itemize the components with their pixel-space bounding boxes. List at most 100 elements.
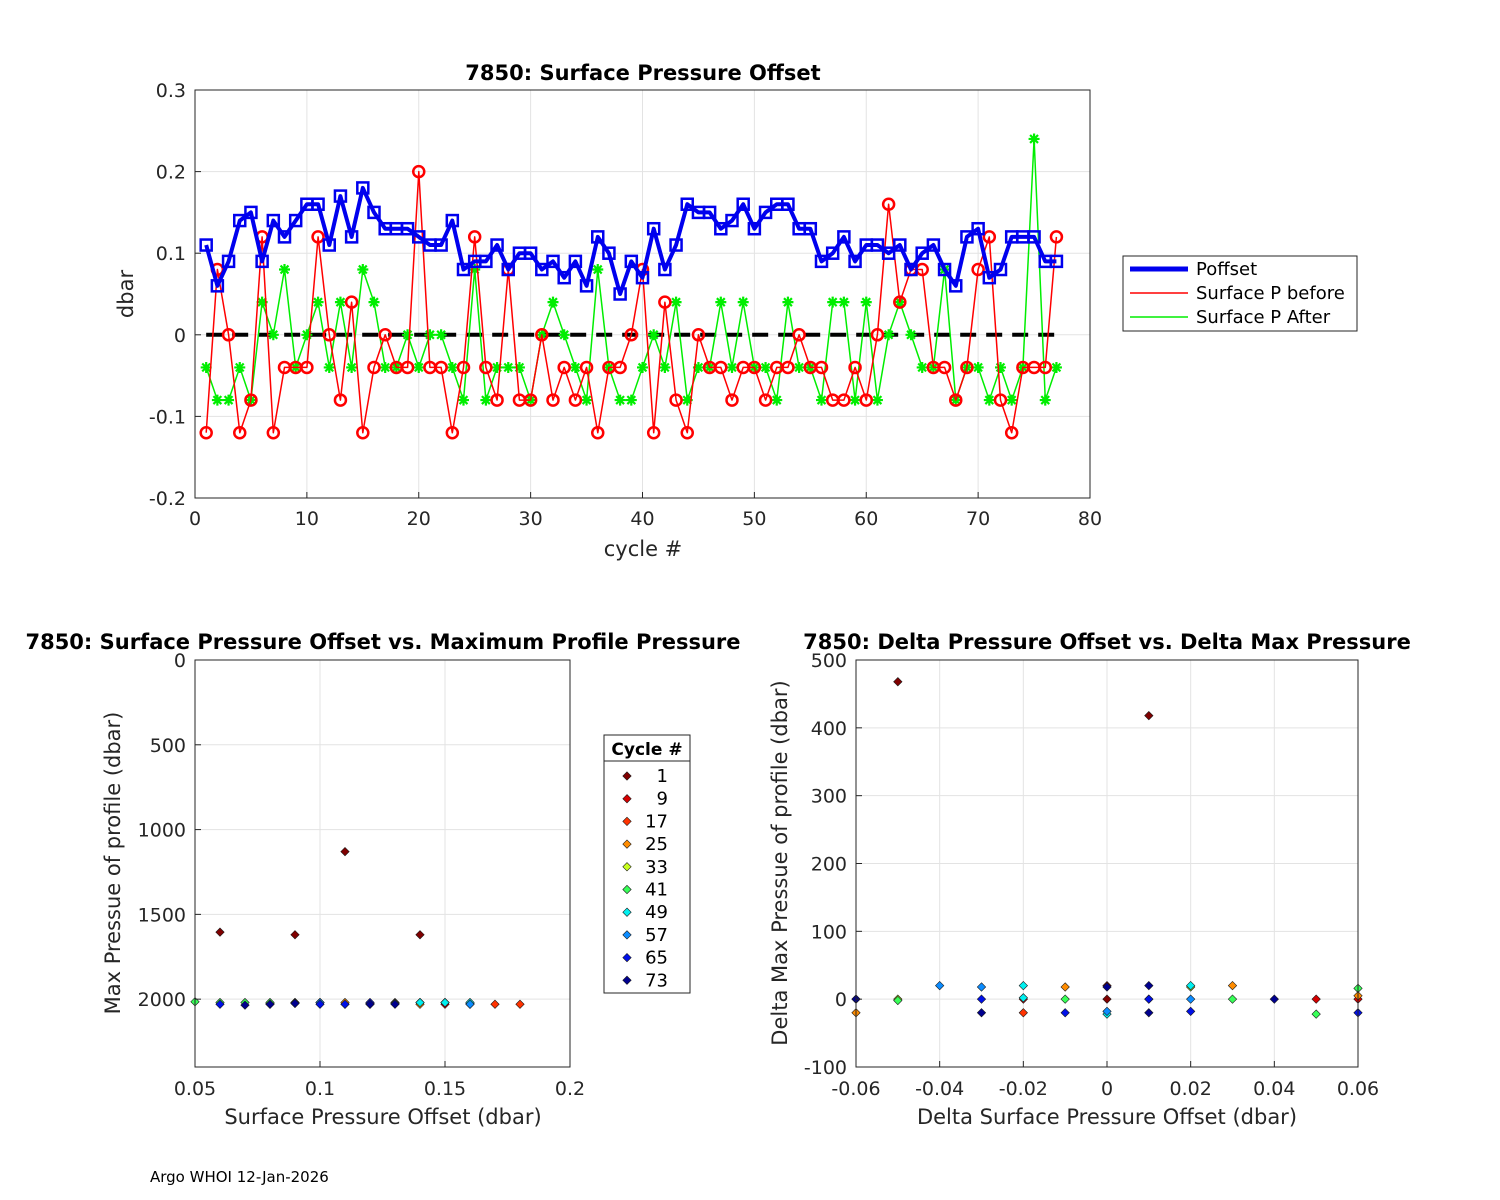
legend-after-label: Surface P After	[1196, 307, 1331, 328]
before-marker	[344, 295, 359, 309]
before-marker	[893, 295, 907, 309]
top-legend: Poffset Surface P before Surface P After	[1122, 255, 1358, 332]
bottom-left-x-tick-label: 0.05	[174, 1078, 216, 1100]
before-marker	[445, 425, 460, 440]
bottom-left-point	[290, 998, 300, 1009]
poffset-marker	[870, 238, 885, 252]
after-marker	[715, 296, 727, 308]
cycle-legend-label: 49	[645, 902, 668, 923]
cycle-legend-title: Cycle #	[611, 740, 682, 760]
after-marker	[737, 296, 749, 308]
cycle-legend-marker	[622, 952, 632, 963]
after-marker	[916, 361, 928, 373]
poffset-marker	[602, 246, 616, 260]
before-marker	[848, 360, 862, 375]
poffset-marker	[803, 221, 818, 236]
before-marker	[591, 425, 605, 440]
before-marker	[1004, 425, 1019, 440]
poffset-marker	[669, 238, 683, 252]
poffset-marker	[613, 287, 627, 301]
after-marker	[838, 296, 850, 308]
bottom-left-y-tick-label: 1500	[138, 904, 186, 926]
poffset-marker	[971, 221, 985, 236]
after-marker	[323, 361, 335, 373]
after-marker	[435, 329, 447, 341]
legend-before-label: Surface P before	[1196, 283, 1345, 304]
poffset-marker	[960, 230, 974, 244]
bottom-left-x-tick-label: 0.15	[424, 1078, 466, 1100]
poffset-marker	[993, 262, 1008, 277]
poffset-marker	[311, 197, 325, 211]
after-marker	[860, 296, 872, 308]
after-marker	[1039, 394, 1051, 406]
poffset-marker	[1027, 230, 1041, 244]
cycle-legend-marker	[622, 862, 632, 872]
bottom-right-point	[1144, 994, 1154, 1004]
after-marker	[312, 296, 324, 308]
top-x-tick-label: 70	[966, 508, 990, 530]
before-marker	[971, 262, 985, 277]
bottom-left-point	[440, 997, 450, 1008]
bottom-right-y-tick-label: 100	[811, 921, 847, 943]
after-marker	[793, 361, 805, 373]
before-marker	[300, 360, 314, 375]
after-marker	[502, 361, 514, 373]
poffset-marker	[814, 254, 829, 269]
poffset-marker	[434, 238, 448, 252]
before-marker	[535, 328, 549, 342]
top-x-ticks: 0 10 20 30 40 50 60 70 80	[189, 492, 1102, 530]
bottom-left-point	[465, 999, 475, 1009]
poffset-marker	[646, 221, 661, 236]
bottom-left-point	[215, 999, 225, 1009]
top-y-ticks: -0.2 -0.1 0 0.1 0.2 0.3	[149, 80, 201, 510]
poffset-marker	[367, 205, 381, 220]
poffset-marker	[490, 238, 504, 252]
after-marker	[983, 394, 995, 406]
top-chart-title: 7850: Surface Pressure Offset	[465, 61, 820, 85]
after-marker	[1050, 361, 1062, 373]
after-marker	[614, 394, 626, 406]
after-marker	[267, 329, 279, 341]
top-x-tick-label: 60	[854, 508, 878, 530]
footer-credit: Argo WHOI 12-Jan-2026	[150, 1168, 329, 1186]
bottom-left-point	[390, 999, 400, 1009]
after-marker	[558, 329, 570, 341]
after-marker	[368, 296, 380, 308]
top-x-tick-label: 50	[742, 508, 766, 530]
before-marker	[714, 360, 728, 375]
poffset-marker	[523, 246, 538, 260]
bottom-right-point	[1060, 1008, 1070, 1018]
bottom-right-y-tick-label: 500	[811, 650, 847, 672]
after-marker	[771, 394, 783, 406]
poffset-marker	[255, 254, 269, 269]
bottom-right-y-axis-label: Delta Max Pressue of profile (dbar)	[768, 680, 792, 1045]
bottom-right-point	[1102, 982, 1112, 992]
before-marker	[1038, 360, 1052, 375]
poffset-marker	[322, 238, 336, 252]
after-marker	[491, 361, 503, 373]
bottom-right-x-axis-label: Delta Surface Pressure Offset (dbar)	[917, 1105, 1297, 1129]
cycle-legend-label: 73	[645, 970, 668, 991]
after-marker	[670, 296, 682, 308]
poffset-marker	[837, 230, 851, 244]
before-marker	[523, 393, 538, 407]
bottom-right-chart-title: 7850: Delta Pressure Offset vs. Delta Ma…	[803, 630, 1411, 654]
cycle-legend-label: 25	[645, 834, 668, 855]
bottom-left-point	[490, 999, 500, 1009]
before-marker	[244, 393, 258, 407]
bottom-right-point	[1269, 994, 1279, 1004]
poffset-marker	[400, 221, 415, 236]
before-marker	[266, 425, 281, 440]
before-marker	[658, 295, 672, 309]
bottom-right-point	[1102, 994, 1112, 1004]
after-marker	[648, 329, 660, 341]
after-marker	[402, 329, 414, 341]
before-marker	[747, 360, 762, 375]
bottom-right-point	[1102, 1006, 1112, 1017]
bottom-right-point	[1227, 980, 1238, 991]
poffset-marker	[233, 213, 247, 228]
after-marker	[972, 361, 984, 373]
cycle-legend-label: 41	[645, 880, 668, 901]
bottom-right-y-tick-label: 300	[811, 786, 847, 808]
before-marker	[613, 360, 627, 375]
